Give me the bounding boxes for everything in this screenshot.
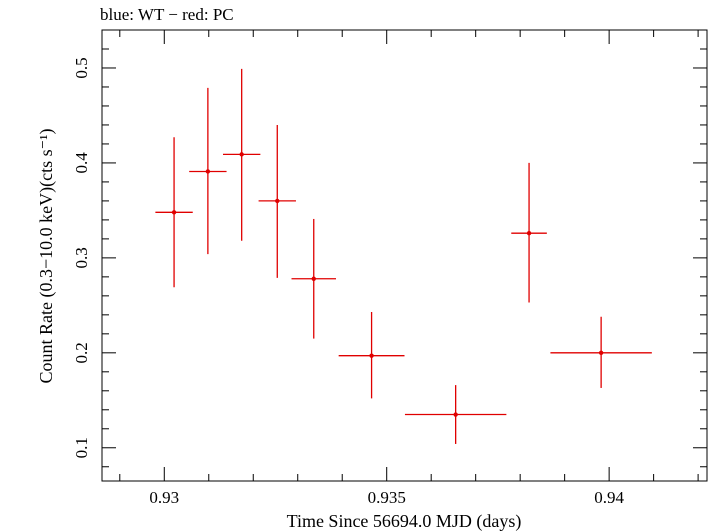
point-marker [526, 230, 532, 236]
y-tick-label: 0.1 [72, 437, 91, 458]
y-tick-label: 0.4 [72, 152, 91, 174]
chart-title: blue: WT − red: PC [100, 5, 234, 24]
point-marker [598, 350, 604, 356]
data-points [155, 68, 652, 444]
x-tick-label: 0.935 [368, 488, 406, 507]
data-point [189, 87, 227, 255]
point-marker [369, 353, 374, 358]
y-tick-label: 0.5 [72, 57, 91, 78]
data-point [291, 218, 336, 339]
data-point [511, 162, 547, 303]
point-marker [171, 210, 177, 215]
data-point [404, 385, 507, 444]
y-axis-ticks: 0.1 0.2 0.3 0.4 0.5 [72, 29, 707, 468]
plot-frame [101, 29, 708, 482]
x-tick-label: 0.94 [594, 488, 624, 507]
x-tick-label: 0.93 [149, 488, 179, 507]
x-axis-ticks: 0.93 0.935 0.94 [119, 30, 699, 507]
point-marker [239, 152, 244, 157]
data-point [550, 316, 652, 388]
point-marker [311, 276, 316, 281]
x-axis-label: Time Since 56694.0 MJD (days) [287, 511, 522, 532]
y-tick-label: 0.2 [72, 342, 91, 363]
data-point [155, 137, 193, 288]
data-point [223, 68, 261, 241]
y-tick-label: 0.3 [72, 247, 91, 268]
data-point [258, 124, 296, 278]
point-marker [205, 169, 211, 174]
point-marker [275, 198, 280, 204]
point-marker [453, 412, 458, 417]
data-point [338, 311, 405, 399]
y-axis-label: Count Rate (0.3−10.0 keV)(cts s⁻¹) [36, 128, 57, 383]
